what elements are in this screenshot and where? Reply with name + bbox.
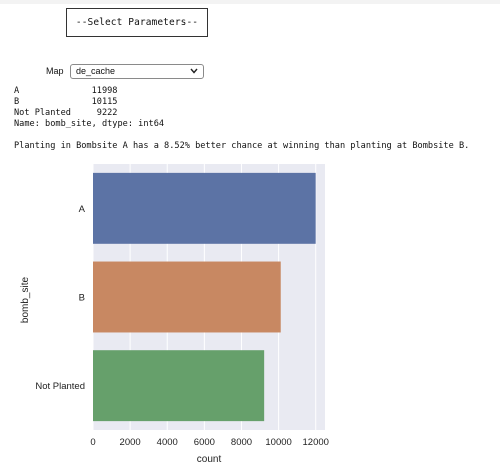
x-tick-label: 10000 [265, 437, 291, 448]
x-tick-label: 0 [90, 437, 95, 448]
x-tick-label: 6000 [194, 437, 215, 448]
planting-summary: Planting in Bombsite A has a 8.52% bette… [14, 141, 470, 151]
x-tick-label: 8000 [231, 437, 252, 448]
output-line-a: A 11998 [14, 86, 118, 96]
output-line-b: B 10115 [14, 97, 118, 107]
parameters-title: --Select Parameters-- [75, 17, 199, 28]
map-label: Map [46, 66, 64, 76]
y-tick-label: B [79, 293, 85, 304]
y-tick-label: Not Planted [35, 381, 85, 392]
x-tick-label: 2000 [120, 437, 141, 448]
output-line-not-planted: Not Planted 9222 [14, 108, 118, 118]
x-axis-label: count [197, 454, 222, 464]
map-dropdown-value: de_cache [76, 66, 116, 76]
map-dropdown[interactable]: de_cache [70, 63, 204, 79]
x-tick-label: 12000 [303, 437, 329, 448]
y-tick-label: A [79, 204, 86, 215]
output-line-dtype: Name: bomb_site, dtype: int64 [14, 119, 165, 129]
chevron-down-icon [190, 68, 198, 74]
bar-not-planted [93, 350, 265, 422]
y-axis-label: bomb_site [20, 276, 31, 323]
bar-a [93, 172, 316, 244]
map-selector-row: Map de_cache [46, 62, 204, 80]
x-tick-label: 4000 [157, 437, 178, 448]
bar-b [93, 261, 281, 333]
parameters-box: --Select Parameters-- [66, 8, 208, 37]
bomb-site-chart: 0 2000 4000 6000 8000 10000 12000 A B Not Planted… [20, 164, 329, 464]
top-bar [0, 0, 500, 4]
